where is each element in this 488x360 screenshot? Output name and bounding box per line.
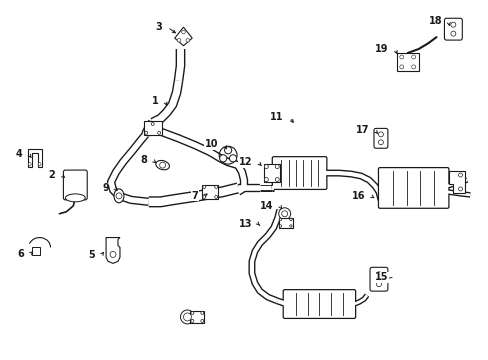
Circle shape xyxy=(279,225,281,227)
Bar xyxy=(32,247,40,255)
Circle shape xyxy=(399,55,403,59)
Text: 3: 3 xyxy=(155,22,162,32)
Circle shape xyxy=(190,319,194,323)
Circle shape xyxy=(450,22,455,27)
Circle shape xyxy=(458,173,462,177)
Bar xyxy=(143,121,162,135)
Circle shape xyxy=(411,55,415,59)
Text: 18: 18 xyxy=(428,16,442,26)
Text: 15: 15 xyxy=(375,272,388,282)
Circle shape xyxy=(378,132,383,137)
Circle shape xyxy=(275,165,279,168)
Bar xyxy=(190,311,204,323)
Circle shape xyxy=(229,155,236,162)
Circle shape xyxy=(376,272,381,277)
Circle shape xyxy=(182,30,185,34)
FancyBboxPatch shape xyxy=(272,157,326,189)
Circle shape xyxy=(275,177,279,181)
Text: 16: 16 xyxy=(351,191,365,201)
Circle shape xyxy=(180,310,194,324)
Circle shape xyxy=(157,131,161,134)
Ellipse shape xyxy=(156,161,169,170)
Polygon shape xyxy=(106,238,120,264)
FancyBboxPatch shape xyxy=(63,170,87,200)
Circle shape xyxy=(110,251,116,257)
Polygon shape xyxy=(28,149,41,167)
Text: 5: 5 xyxy=(88,251,95,260)
FancyBboxPatch shape xyxy=(373,129,387,148)
Text: 13: 13 xyxy=(238,219,251,229)
Circle shape xyxy=(160,162,165,168)
Circle shape xyxy=(214,195,217,198)
Text: 14: 14 xyxy=(260,201,273,211)
FancyBboxPatch shape xyxy=(283,290,355,319)
Circle shape xyxy=(219,155,226,162)
Text: 7: 7 xyxy=(191,191,198,201)
Circle shape xyxy=(28,163,31,166)
Bar xyxy=(202,185,218,199)
Circle shape xyxy=(279,218,281,221)
Circle shape xyxy=(177,39,181,42)
Circle shape xyxy=(183,313,191,321)
Circle shape xyxy=(399,65,403,69)
Circle shape xyxy=(203,185,205,188)
Bar xyxy=(278,218,292,228)
Circle shape xyxy=(203,195,205,198)
FancyBboxPatch shape xyxy=(444,18,461,40)
Text: 10: 10 xyxy=(204,139,218,149)
Text: 6: 6 xyxy=(17,249,24,260)
Circle shape xyxy=(411,65,415,69)
Circle shape xyxy=(201,319,203,323)
Text: 12: 12 xyxy=(238,157,251,167)
Circle shape xyxy=(378,140,383,145)
Circle shape xyxy=(281,211,287,217)
Circle shape xyxy=(190,311,194,314)
Text: 19: 19 xyxy=(375,44,388,54)
Circle shape xyxy=(151,122,154,125)
Polygon shape xyxy=(448,171,464,193)
Circle shape xyxy=(144,131,147,134)
Circle shape xyxy=(289,218,291,221)
Text: 17: 17 xyxy=(355,125,368,135)
Circle shape xyxy=(264,165,268,168)
FancyBboxPatch shape xyxy=(369,267,387,291)
Text: 4: 4 xyxy=(16,149,22,159)
Circle shape xyxy=(38,163,41,166)
Circle shape xyxy=(201,311,203,314)
FancyBboxPatch shape xyxy=(378,168,448,208)
Text: 2: 2 xyxy=(49,170,55,180)
Circle shape xyxy=(214,185,217,188)
Bar xyxy=(396,53,418,71)
Circle shape xyxy=(224,147,231,154)
Text: 8: 8 xyxy=(140,155,146,165)
Bar xyxy=(264,164,279,182)
Circle shape xyxy=(458,187,462,191)
Circle shape xyxy=(376,282,381,287)
Polygon shape xyxy=(174,27,192,46)
Circle shape xyxy=(450,31,455,36)
Ellipse shape xyxy=(114,189,123,203)
Text: 1: 1 xyxy=(152,96,158,105)
Circle shape xyxy=(116,193,122,199)
Circle shape xyxy=(264,177,268,181)
Ellipse shape xyxy=(65,194,85,202)
Circle shape xyxy=(185,39,189,42)
Circle shape xyxy=(278,208,290,220)
Text: 9: 9 xyxy=(102,183,109,193)
Text: 11: 11 xyxy=(270,112,283,122)
Circle shape xyxy=(289,225,291,227)
